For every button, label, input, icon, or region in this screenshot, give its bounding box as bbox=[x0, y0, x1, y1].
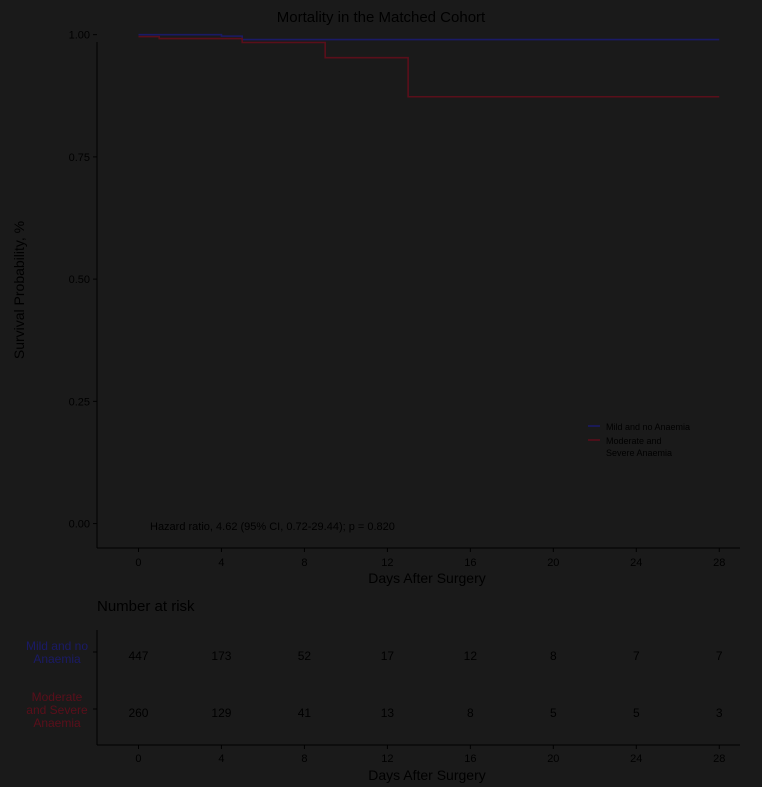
risk-row-label-1: Moderate bbox=[32, 690, 83, 704]
x-tick-label: 12 bbox=[381, 557, 393, 569]
risk-count: 52 bbox=[298, 649, 312, 663]
risk-table-title: Number at risk bbox=[97, 598, 195, 615]
risk-count: 17 bbox=[381, 649, 395, 663]
risk-row-label-0: Mild and no bbox=[26, 639, 88, 653]
risk-count: 8 bbox=[467, 706, 474, 720]
risk-count: 13 bbox=[381, 706, 395, 720]
y-tick-label: 0.00 bbox=[69, 519, 90, 531]
x-tick-label: 16 bbox=[464, 557, 476, 569]
risk-row-label-1: Anaemia bbox=[33, 716, 81, 730]
risk-count: 3 bbox=[716, 706, 723, 720]
risk-count: 41 bbox=[298, 706, 312, 720]
chart-title: Mortality in the Matched Cohort bbox=[277, 9, 486, 26]
risk-x-tick-label: 24 bbox=[630, 753, 642, 765]
survival-curve-0 bbox=[138, 33, 720, 41]
risk-x-tick-label: 8 bbox=[301, 753, 307, 765]
risk-count: 260 bbox=[128, 706, 148, 720]
legend-label-0: Mild and no Anaemia bbox=[606, 422, 690, 432]
risk-count: 5 bbox=[550, 706, 557, 720]
legend-label-1: Severe Anaemia bbox=[606, 448, 672, 458]
x-tick-label: 28 bbox=[713, 557, 725, 569]
risk-x-tick-label: 20 bbox=[547, 753, 559, 765]
risk-x-tick-label: 0 bbox=[135, 753, 141, 765]
x-tick-label: 8 bbox=[301, 557, 307, 569]
risk-count: 5 bbox=[633, 706, 640, 720]
legend-label-1: Moderate and bbox=[606, 436, 662, 446]
risk-x-tick-label: 12 bbox=[381, 753, 393, 765]
risk-x-tick-label: 16 bbox=[464, 753, 476, 765]
survival-curve-1 bbox=[138, 35, 720, 98]
risk-count: 8 bbox=[550, 649, 557, 663]
x-tick-label: 0 bbox=[135, 557, 141, 569]
x-tick-label: 4 bbox=[218, 557, 224, 569]
x-axis-label: Days After Surgery bbox=[368, 570, 486, 586]
risk-count: 7 bbox=[716, 649, 723, 663]
hazard-ratio-annotation: Hazard ratio, 4.62 (95% CI, 0.72-29.44);… bbox=[150, 521, 395, 533]
risk-x-tick-label: 28 bbox=[713, 753, 725, 765]
x-tick-label: 24 bbox=[630, 557, 642, 569]
risk-row-label-0: Anaemia bbox=[33, 652, 81, 666]
y-tick-label: 0.50 bbox=[69, 274, 90, 286]
y-axis-label: Survival Probability, % bbox=[11, 221, 27, 359]
risk-x-tick-label: 4 bbox=[218, 753, 224, 765]
risk-count: 12 bbox=[464, 649, 478, 663]
x-tick-label: 20 bbox=[547, 557, 559, 569]
y-tick-label: 1.00 bbox=[69, 30, 90, 42]
risk-count: 7 bbox=[633, 649, 640, 663]
y-tick-label: 0.75 bbox=[69, 152, 90, 164]
y-tick-label: 0.25 bbox=[69, 396, 90, 408]
risk-count: 173 bbox=[211, 649, 231, 663]
risk-count: 447 bbox=[128, 649, 148, 663]
risk-count: 129 bbox=[211, 706, 231, 720]
risk-x-axis-label: Days After Surgery bbox=[368, 767, 486, 783]
risk-row-label-1: and Severe bbox=[26, 703, 88, 717]
